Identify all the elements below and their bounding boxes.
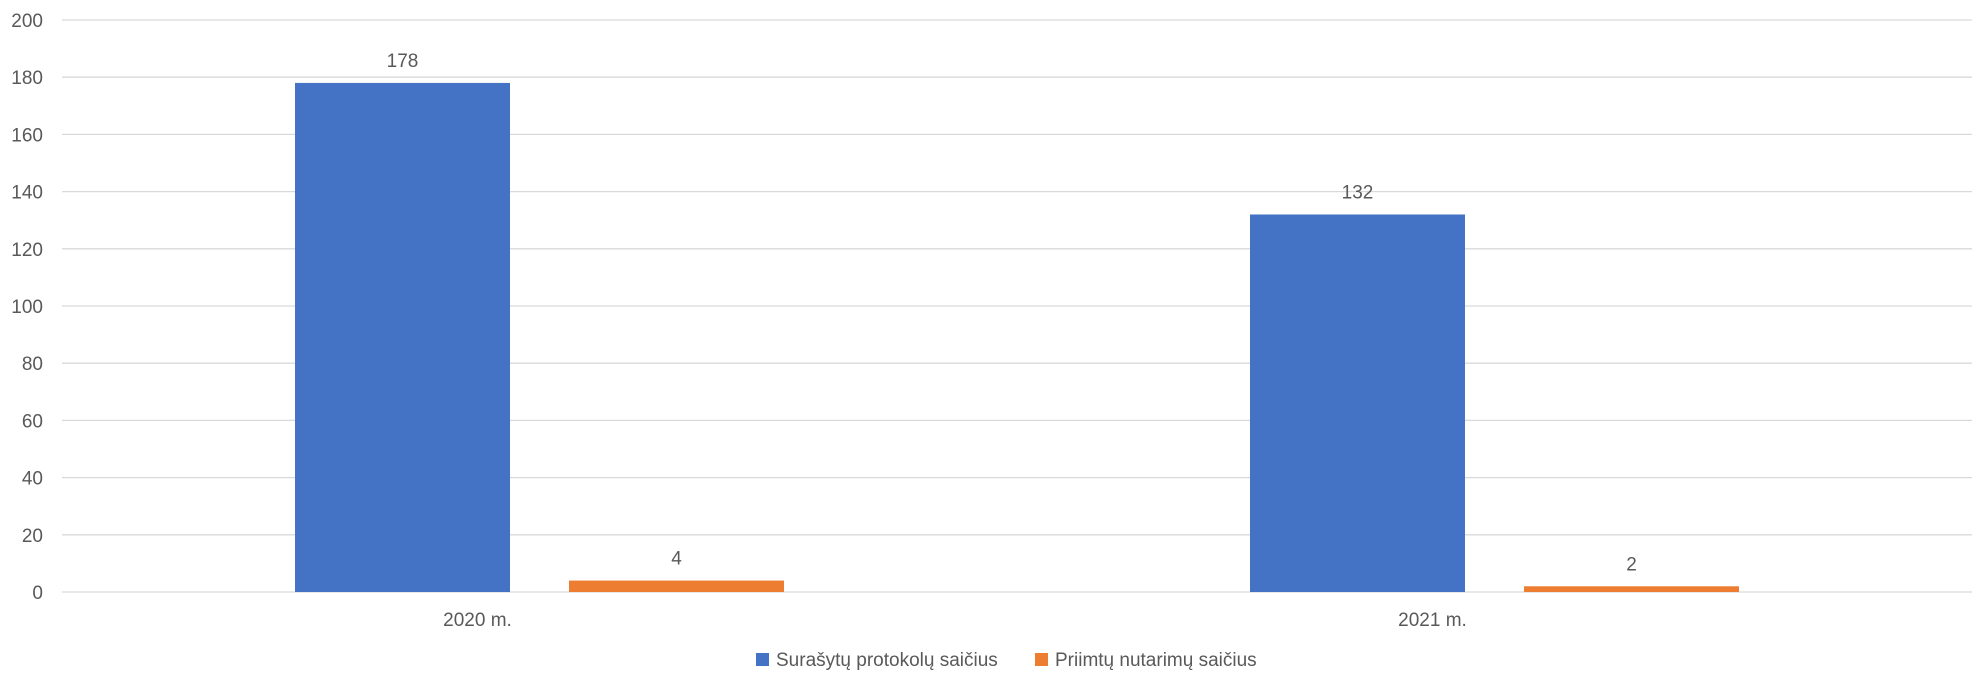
y-tick-label: 140 — [11, 183, 43, 204]
y-tick-label: 160 — [11, 125, 43, 146]
x-tick-label: 2020 m. — [443, 610, 512, 631]
legend-label: Priimtų nutarimų saičius — [1055, 650, 1257, 671]
y-tick-label: 120 — [11, 240, 43, 261]
legend-swatch — [1035, 653, 1048, 666]
data-labels: 178 4 132 2 — [387, 51, 1637, 575]
legend: Surašytų protokolų saičius Priimtų nutari… — [756, 650, 1257, 671]
data-label: 178 — [387, 51, 419, 72]
data-label: 132 — [1342, 182, 1374, 203]
y-tick-label: 80 — [22, 354, 43, 375]
legend-swatch — [756, 653, 769, 666]
legend-label: Surašytų protokolų saičius — [776, 650, 998, 671]
y-tick-label: 180 — [11, 68, 43, 89]
y-tick-label: 100 — [11, 297, 43, 318]
x-tick-label: 2021 m. — [1398, 610, 1467, 631]
y-tick-label: 40 — [22, 469, 43, 490]
bar-nutarimai — [569, 580, 784, 592]
y-axis-ticks: 0 20 40 60 80 100 120 140 160 180 200 — [11, 11, 43, 604]
data-label: 4 — [671, 549, 682, 570]
bar-protokolai — [295, 82, 510, 593]
x-axis-ticks: 2020 m. 2021 m. — [443, 610, 1467, 631]
bar-protokolai — [1250, 214, 1465, 593]
bars — [295, 82, 1739, 593]
data-label: 2 — [1626, 554, 1637, 575]
y-tick-label: 60 — [22, 411, 43, 432]
y-tick-label: 200 — [11, 11, 43, 32]
y-tick-label: 0 — [32, 583, 43, 604]
bar-nutarimai — [1524, 586, 1739, 592]
y-tick-label: 20 — [22, 526, 43, 547]
